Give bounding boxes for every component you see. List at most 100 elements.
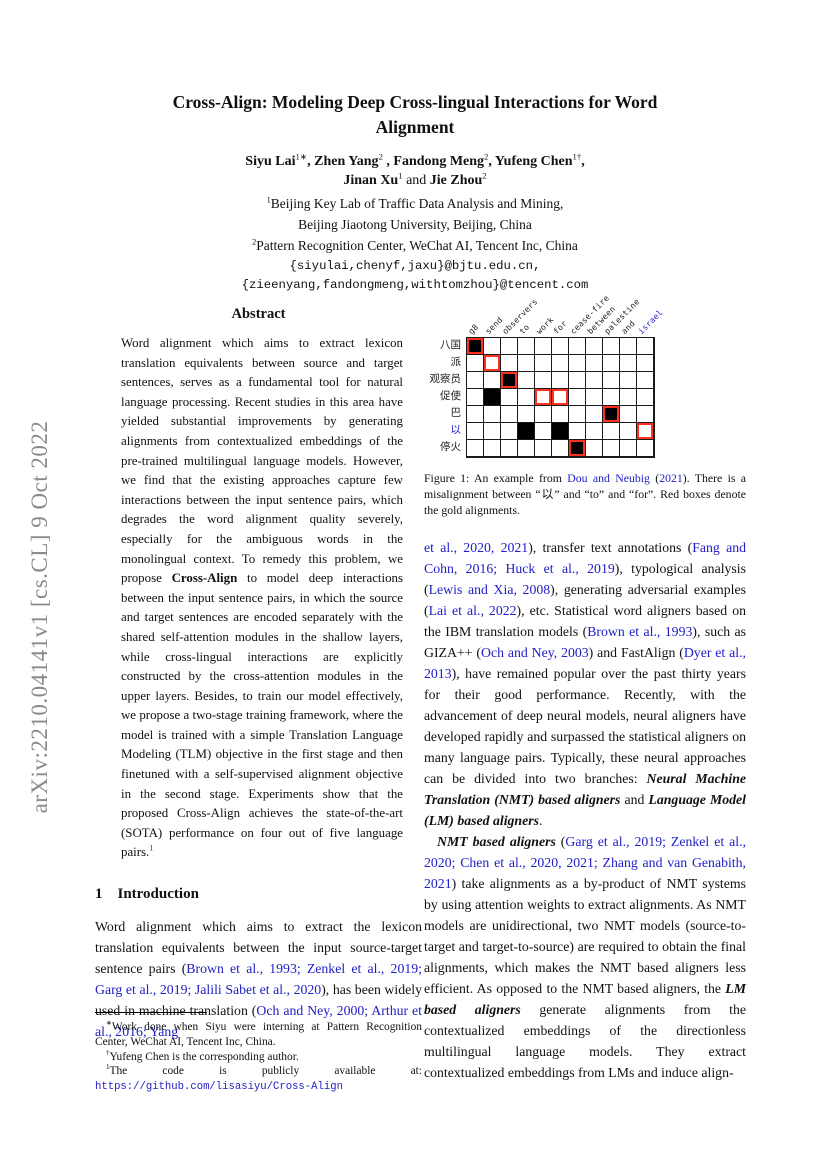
citation-link[interactable]: Brown et al., 1993; Zenkel et al., 2019;… [95, 961, 422, 998]
figure1-col-label-g8: g8 [466, 322, 481, 336]
alignment-cell [569, 406, 586, 423]
section-number: 1 [95, 886, 103, 903]
text-run: 2 [484, 151, 489, 162]
text-run: 2 [252, 237, 257, 247]
text-run: Zhen Yang [314, 153, 379, 169]
alignment-cell [603, 338, 620, 355]
citation-link[interactable]: Dyer et al., 2013 [424, 645, 746, 682]
text-run: , [382, 153, 394, 169]
text-run: ) and FastAlign ( [588, 645, 684, 661]
alignment-cell [518, 355, 535, 372]
affiliations: 1Beijing Key Lab of Traffic Data Analysi… [90, 194, 740, 296]
alignment-cell [637, 389, 654, 406]
figure1-caption: Figure 1: An example from Dou and Neubig… [424, 471, 746, 518]
text-run: LM based aligners [424, 981, 746, 1018]
text-run: ), have remained popular over the past t… [424, 666, 746, 787]
citation-link[interactable]: Lai et al., 2022 [428, 603, 517, 619]
figure1-row-label: 以 [450, 425, 462, 436]
alignment-cell [586, 372, 603, 389]
alignment-cell [569, 389, 586, 406]
footnote-block: ∗Work done when Siyu were interning at P… [95, 1012, 422, 1095]
text-run: Fandong Meng [393, 153, 485, 169]
affiliation-line-3: 2Pattern Recognition Center, WeChat AI, … [90, 236, 740, 257]
text-run: ), etc. Statistical word aligners based … [424, 603, 747, 640]
affiliation-line-1: 1Beijing Key Lab of Traffic Data Analysi… [90, 194, 740, 215]
citation-link[interactable]: Garg et al., 2019; Zenkel et al., 2020; … [424, 834, 747, 892]
citation-link[interactable]: et al., 2020, 2021 [424, 540, 529, 556]
alignment-cell [552, 440, 569, 457]
alignment-cell [620, 406, 637, 423]
alignment-cell [552, 338, 569, 355]
alignment-cell [552, 406, 569, 423]
text-run: Siyu Lai [245, 153, 296, 169]
figure1-col-label-send: send [483, 315, 505, 336]
alignment-cell [552, 372, 569, 389]
arxiv-watermark: arXiv:2210.04141v1 [cs.CL] 9 Oct 2022 [27, 420, 52, 814]
figure1-col-label-israel: israel [636, 307, 665, 336]
authors-line-1: Siyu Lai1∗, Zhen Yang2 , Fandong Meng2, … [90, 152, 740, 172]
text-run: ). There is a misalignment between “以” a… [424, 471, 746, 517]
figure1-row-labels: 八国派观察员 促使巴以停火 [424, 337, 466, 458]
alignment-cell [484, 440, 501, 457]
alignment-cell [501, 338, 518, 355]
url-link[interactable]: https://github.com/lisasiyu/Cross-Align [95, 1081, 343, 1094]
alignment-cell [586, 338, 603, 355]
section-heading-introduction: 1 Introduction [95, 886, 422, 903]
alignment-cell [535, 440, 552, 457]
abstract-heading: Abstract [231, 306, 286, 322]
citation-link[interactable]: 1 [149, 844, 154, 854]
alignment-cell [467, 372, 484, 389]
alignment-cell [569, 372, 586, 389]
citation-link[interactable]: Lewis and Xia, 2008 [428, 582, 551, 598]
alignment-cell [484, 355, 501, 372]
figure1-col-label-to: to [517, 322, 532, 336]
alignment-cell [637, 355, 654, 372]
alignment-cell [484, 372, 501, 389]
left-column: Abstract Word alignment which aims to ex… [95, 306, 422, 1042]
citation-link[interactable]: Brown et al., 1993 [587, 624, 693, 640]
citation-link[interactable]: 2021 [659, 471, 683, 485]
text-run: Word alignment which aims to extract the… [95, 919, 422, 977]
text-run: Beijing Jiaotong University, Beijing, Ch… [298, 216, 532, 232]
figure1-column-labels: g8 send observers to work for cease-fire betwee… [466, 293, 746, 337]
alignment-cell [603, 355, 620, 372]
alignment-cell [467, 406, 484, 423]
alignment-cell [603, 406, 620, 423]
abstract-text: Word alignment which aims to extract lex… [121, 334, 403, 863]
right-paragraph-1: et al., 2020, 2021), transfer text annot… [424, 537, 746, 831]
email-line-1: {siyulai,chenyf,jaxu}@bjtu.edu.cn, [289, 258, 541, 273]
citation-link[interactable]: Dou and Neubig [567, 471, 650, 485]
alignment-cell [518, 406, 535, 423]
alignment-cell [620, 372, 637, 389]
footnote-code-link: 1The code is publicly available at: http… [95, 1064, 422, 1095]
alignment-cell [484, 389, 501, 406]
text-run: . [538, 813, 543, 829]
text-run: Beijing Key Lab of Traffic Data Analysis… [270, 195, 564, 211]
alignment-cell [569, 355, 586, 372]
contact-emails: {siyulai,chenyf,jaxu}@bjtu.edu.cn, {ziee… [90, 257, 740, 296]
text-run: ), transfer text annotations ( [528, 540, 693, 556]
alignment-cell [501, 372, 518, 389]
alignment-cell [501, 406, 518, 423]
text-run: and [402, 173, 430, 189]
alignment-cell [603, 423, 620, 440]
text-run: 2 [378, 151, 383, 162]
alignment-cell [535, 406, 552, 423]
text-run: Neural Machine Translation (NMT) based a… [424, 771, 746, 808]
alignment-cell [535, 389, 552, 406]
text-run: Yufeng Chen is the corresponding author. [109, 1050, 299, 1063]
alignment-cell [484, 406, 501, 423]
citation-link[interactable]: Och and Ney, 2003 [480, 645, 589, 661]
text-run: ( [555, 834, 566, 850]
alignment-cell [586, 389, 603, 406]
text-run: ) take alignments as a by-product of NMT… [424, 876, 746, 997]
text-run: NMT based aligners [437, 834, 556, 850]
intro-paragraph: Word alignment which aims to extract the… [95, 916, 422, 1042]
figure1-grid [466, 337, 655, 458]
citation-link[interactable]: Fang and Cohn, 2016; Huck et al., 2019 [424, 540, 746, 577]
paper-header: Cross-Align: Modeling Deep Cross-lingual… [90, 90, 740, 296]
text-run: Yufeng Chen [494, 153, 573, 169]
text-run: generate alignments from the contextuali… [424, 1002, 746, 1081]
citation-link[interactable]: Och and Ney, 2000; Arthur et al., 2016; … [95, 1003, 422, 1040]
